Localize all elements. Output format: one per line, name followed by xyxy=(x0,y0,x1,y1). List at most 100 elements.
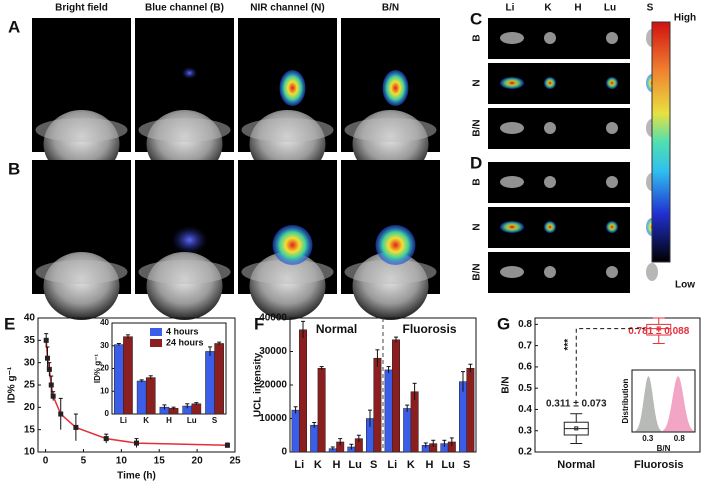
point xyxy=(44,355,50,361)
signal xyxy=(279,70,306,106)
panel-label: G xyxy=(497,314,510,333)
group-label: Normal xyxy=(316,322,357,336)
signal xyxy=(181,67,198,79)
y-tick-label: 30 xyxy=(100,341,109,350)
mouse-legs xyxy=(344,118,437,142)
y-tick-label: 20 xyxy=(100,364,109,373)
bar xyxy=(145,377,156,415)
row-label: Normal xyxy=(14,66,26,104)
y-axis-label: ID% g⁻¹ xyxy=(7,366,18,403)
organ xyxy=(500,176,524,188)
organ xyxy=(606,221,618,233)
inset-x-tick-label: 0.8 xyxy=(674,434,686,443)
organ xyxy=(544,266,556,278)
row-label: B/N xyxy=(472,119,483,136)
panel-label: C xyxy=(470,9,482,28)
x-tick-label: H xyxy=(333,459,341,471)
column-header: S xyxy=(647,3,654,14)
imaging-panels: Bright field Blue channel (B) NIR channel … xyxy=(4,3,696,334)
x-tick-label: S xyxy=(463,459,470,471)
mouse-legs xyxy=(138,118,231,142)
x-tick-label: Lu xyxy=(348,459,361,471)
panel-label: A xyxy=(8,17,20,36)
bar xyxy=(410,391,419,453)
y-tick-label: 10000 xyxy=(259,413,287,424)
distribution xyxy=(661,376,695,432)
curve xyxy=(45,340,228,447)
point xyxy=(50,393,56,399)
y-tick-label: 0.7 xyxy=(518,340,532,351)
colorbar-low: Low xyxy=(675,280,695,291)
organ xyxy=(544,32,556,44)
distribution xyxy=(634,376,663,432)
y-tick-label: 0 xyxy=(281,447,287,458)
x-tick-label: Normal xyxy=(557,459,595,471)
significance-line xyxy=(575,328,645,396)
signal xyxy=(171,226,208,254)
bar xyxy=(299,329,307,453)
y-tick-label: 35 xyxy=(24,335,36,346)
colorbar xyxy=(651,21,671,263)
y-tick-label: 0.5 xyxy=(518,383,532,394)
bar xyxy=(373,357,382,453)
x-tick-label: H xyxy=(426,459,434,471)
x-tick-label: Fluorosis xyxy=(634,459,684,471)
row-label: B xyxy=(472,178,483,185)
panel-label: D xyxy=(470,153,482,172)
charts: 10 15 20 25 30 35 40 ID% g⁻¹ 0 5 10 15 20 25 Time (h) 0… xyxy=(7,313,701,482)
x-tick-label: S xyxy=(212,416,218,425)
bar xyxy=(384,369,393,453)
organ xyxy=(606,176,618,188)
x-axis-label: Time (h) xyxy=(117,471,156,482)
x-tick-label: K xyxy=(314,459,322,471)
point xyxy=(73,424,79,430)
x-tick-label: K xyxy=(143,416,149,425)
bar xyxy=(310,424,319,453)
legend-swatch xyxy=(150,328,162,336)
bar xyxy=(459,381,467,453)
y-tick-label: 30000 xyxy=(259,346,287,357)
column-header: B/N xyxy=(382,3,399,14)
x-tick-label: 25 xyxy=(229,456,241,467)
bar xyxy=(114,344,124,415)
mouse-legs xyxy=(241,118,334,142)
x-tick-label: H xyxy=(166,416,172,425)
mouse-legs xyxy=(138,260,231,284)
organ xyxy=(544,77,556,89)
y-tick-label: 10 xyxy=(24,447,36,458)
y-tick-label: 0.3 xyxy=(518,425,532,436)
value-label: 0.311 ± 0.073 xyxy=(546,398,607,409)
group-label: Fluorosis xyxy=(402,322,456,336)
bar xyxy=(191,403,202,415)
y-tick-label: 0.6 xyxy=(518,362,532,373)
organ xyxy=(544,176,556,188)
x-tick-label: 15 xyxy=(154,456,166,467)
signal xyxy=(272,225,313,265)
column-header: NIR channel (N) xyxy=(250,3,324,14)
column-header: K xyxy=(544,3,552,14)
signal xyxy=(382,70,409,106)
y-tick-label: 10 xyxy=(100,386,109,395)
mean xyxy=(574,426,579,431)
y-tick-label: 40 xyxy=(100,318,109,327)
x-tick-label: Lu xyxy=(187,416,197,425)
colorbar-high: High xyxy=(674,13,696,24)
x-tick-label: Li xyxy=(387,459,397,471)
bar xyxy=(317,368,326,453)
x-tick-label: Li xyxy=(120,416,127,425)
organ xyxy=(606,77,618,89)
bar xyxy=(403,408,412,453)
signal xyxy=(375,225,416,265)
x-tick-label: Li xyxy=(294,459,304,471)
column-header: Lu xyxy=(604,3,616,14)
organ xyxy=(606,32,618,44)
point xyxy=(134,440,139,446)
mean xyxy=(656,326,661,331)
bar xyxy=(392,339,400,453)
row-label: N xyxy=(472,223,483,230)
mouse-legs xyxy=(35,118,128,142)
row-label: Fluorosis xyxy=(14,202,26,252)
inset-x-label: B/N xyxy=(657,444,671,453)
point xyxy=(48,382,54,388)
